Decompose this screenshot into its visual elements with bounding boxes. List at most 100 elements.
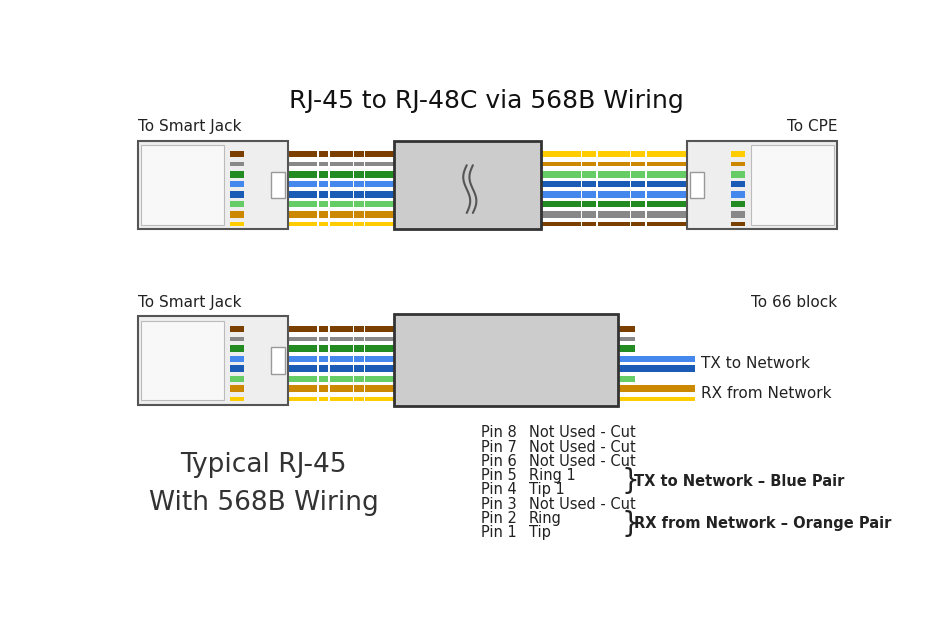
Bar	[229, 162, 246, 167]
Text: Typical RJ-45
With 568B Wiring: Typical RJ-45 With 568B Wiring	[149, 453, 379, 516]
Bar	[730, 162, 747, 167]
Bar	[353, 356, 365, 362]
Bar	[319, 210, 328, 218]
Bar	[288, 337, 395, 341]
Bar	[288, 210, 395, 218]
Bar	[231, 171, 244, 178]
Bar	[141, 397, 285, 401]
Text: Pin 5: Pin 5	[481, 468, 517, 483]
Bar	[581, 150, 598, 158]
Bar	[319, 182, 328, 187]
Text: }: }	[622, 510, 640, 538]
Bar	[730, 210, 747, 218]
Text: Tip: Tip	[530, 525, 551, 540]
Bar	[141, 321, 224, 400]
Bar	[180, 336, 197, 342]
Text: TX to Network: TX to Network	[700, 356, 809, 371]
Bar	[231, 162, 244, 166]
Bar	[779, 191, 792, 198]
Bar	[690, 171, 834, 178]
Bar	[779, 162, 792, 166]
Bar	[317, 150, 329, 158]
Bar	[353, 200, 365, 208]
Bar	[541, 162, 687, 166]
Bar	[182, 346, 195, 352]
Bar	[288, 366, 395, 372]
Bar	[229, 170, 246, 178]
Bar	[231, 397, 244, 401]
Bar	[288, 162, 395, 166]
Bar	[690, 191, 834, 198]
Bar	[731, 202, 745, 207]
Bar	[319, 386, 328, 393]
Bar	[583, 210, 596, 218]
Bar	[231, 356, 244, 362]
Bar	[541, 222, 687, 227]
Bar	[229, 376, 246, 382]
Bar	[141, 162, 285, 166]
Bar	[629, 200, 646, 208]
Bar	[631, 222, 645, 227]
Text: Ring 1: Ring 1	[530, 468, 576, 483]
Bar	[731, 162, 745, 166]
Bar	[581, 190, 598, 198]
Text: Not Used - Cut: Not Used - Cut	[530, 496, 636, 511]
Bar	[317, 210, 329, 218]
Bar	[354, 151, 363, 157]
Bar	[229, 190, 246, 198]
Bar	[319, 326, 328, 332]
Bar	[752, 145, 834, 225]
Bar	[354, 376, 363, 382]
Bar	[141, 366, 285, 372]
Bar	[231, 337, 244, 341]
Bar	[288, 151, 395, 157]
Bar	[631, 210, 645, 218]
Bar	[182, 376, 195, 382]
Bar	[141, 326, 285, 332]
Bar	[730, 170, 747, 178]
Bar	[353, 190, 365, 198]
Bar	[141, 222, 285, 227]
Bar	[182, 171, 195, 178]
Bar	[141, 210, 285, 218]
Bar	[353, 345, 365, 353]
Bar	[618, 397, 695, 401]
Bar	[541, 202, 687, 207]
Bar	[354, 162, 363, 166]
Text: To CPE: To CPE	[787, 120, 837, 135]
Bar	[730, 200, 747, 208]
Bar	[690, 162, 834, 166]
Bar	[229, 356, 246, 362]
Text: RX from Network: RX from Network	[700, 386, 831, 401]
Bar	[180, 200, 197, 208]
Bar	[229, 364, 246, 373]
Bar	[353, 396, 365, 402]
Bar	[730, 190, 747, 198]
Bar	[690, 182, 834, 187]
Bar	[353, 181, 365, 188]
Bar	[777, 200, 794, 208]
Bar	[319, 151, 328, 157]
Bar	[182, 337, 195, 341]
Bar	[231, 366, 244, 372]
Text: To Smart Jack: To Smart Jack	[138, 295, 241, 310]
Bar	[354, 386, 363, 393]
Text: Pin 8: Pin 8	[481, 426, 517, 441]
Text: }: }	[622, 467, 640, 495]
Bar	[229, 150, 246, 158]
Bar	[182, 182, 195, 187]
Text: Pin 6: Pin 6	[481, 454, 517, 469]
Bar	[353, 170, 365, 178]
Text: Pin 1: Pin 1	[481, 525, 517, 540]
Bar	[231, 326, 244, 332]
Bar	[180, 356, 197, 362]
Bar	[319, 356, 328, 362]
Bar	[353, 210, 365, 218]
Bar	[395, 141, 541, 229]
Bar	[231, 210, 244, 218]
Bar	[629, 170, 646, 178]
Bar	[581, 221, 598, 227]
Text: To Smart Jack: To Smart Jack	[138, 120, 241, 135]
Bar	[182, 222, 195, 227]
Bar	[288, 346, 395, 352]
